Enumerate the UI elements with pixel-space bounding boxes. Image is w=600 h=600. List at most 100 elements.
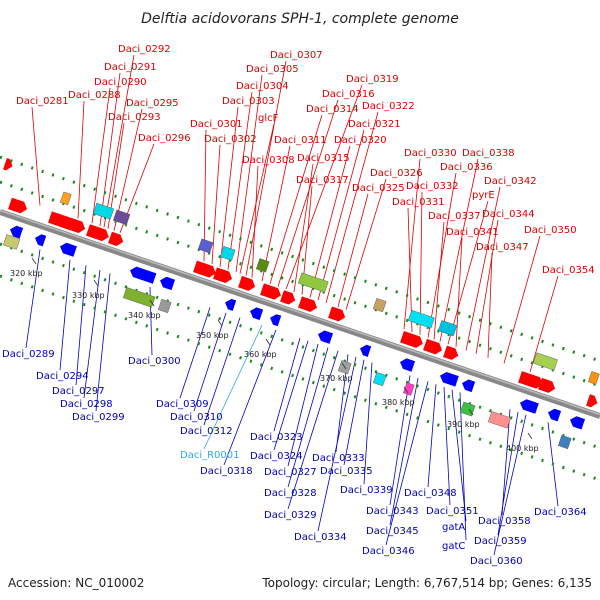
gene-label-daci-0298[interactable]: Daci_0298 <box>60 399 113 410</box>
gene-label-daci-0288[interactable]: Daci_0288 <box>68 90 121 101</box>
gene-label-daci-0315[interactable]: Daci_0315 <box>297 153 350 164</box>
gene-label-daci-0347[interactable]: Daci_0347 <box>476 242 529 253</box>
gene-label-daci-0364[interactable]: Daci_0364 <box>534 507 587 518</box>
gene-label-daci-0326[interactable]: Daci_0326 <box>370 168 423 179</box>
gene-label-daci-0325[interactable]: Daci_0325 <box>352 183 405 194</box>
gene-label-daci-0323[interactable]: Daci_0323 <box>250 432 303 443</box>
gene-label-daci-0358[interactable]: Daci_0358 <box>478 516 531 527</box>
gene-label-daci-0321[interactable]: Daci_0321 <box>348 119 401 130</box>
tick-mark <box>341 362 347 370</box>
forward-gene-16 <box>538 377 556 393</box>
gene-label-glcf[interactable]: glcF <box>258 113 279 124</box>
gene-label-daci-0334[interactable]: Daci_0334 <box>294 532 347 543</box>
gene-label-daci-0307[interactable]: Daci_0307 <box>270 50 323 61</box>
gene-label-daci-0360[interactable]: Daci_0360 <box>470 556 523 567</box>
leader-line <box>443 386 451 506</box>
gene-features <box>2 158 600 450</box>
gene-label-daci-0324[interactable]: Daci_0324 <box>250 451 303 462</box>
leader-line <box>389 375 411 506</box>
gene-label-daci-0314[interactable]: Daci_0314 <box>306 104 359 115</box>
gene-label-daci-0351[interactable]: Daci_0351 <box>426 506 479 517</box>
gene-label-daci-0290[interactable]: Daci_0290 <box>94 77 147 88</box>
gene-label-daci-0320[interactable]: Daci_0320 <box>334 135 387 146</box>
leader-line <box>285 84 363 290</box>
tick-label: 360 kbp <box>244 350 277 359</box>
gene-label-daci-0343[interactable]: Daci_0343 <box>366 506 419 517</box>
gene-label-daci-0291[interactable]: Daci_0291 <box>104 62 157 73</box>
gene-label-daci-0342[interactable]: Daci_0342 <box>484 176 537 187</box>
gene-label-daci-0302[interactable]: Daci_0302 <box>204 134 257 145</box>
reverse-box-21 <box>402 382 415 396</box>
gene-label-daci-0335[interactable]: Daci_0335 <box>320 466 373 477</box>
leader-line <box>223 329 277 466</box>
gene-label-daci-0328[interactable]: Daci_0328 <box>264 488 317 499</box>
gene-label-daci-0311[interactable]: Daci_0311 <box>274 135 327 146</box>
gene-label-daci-0295[interactable]: Daci_0295 <box>126 98 179 109</box>
gene-label-daci-0339[interactable]: Daci_0339 <box>340 485 393 496</box>
gene-label-daci-0346[interactable]: Daci_0346 <box>362 546 415 557</box>
gene-label-daci-0359[interactable]: Daci_0359 <box>474 536 527 547</box>
gene-label-daci-0336[interactable]: Daci_0336 <box>440 162 493 173</box>
leader-line <box>287 344 319 467</box>
forward-gene-8 <box>260 283 281 300</box>
gene-label-daci-0317[interactable]: Daci_0317 <box>296 175 349 186</box>
gene-label-daci-0348[interactable]: Daci_0348 <box>404 488 457 499</box>
leader-line <box>273 340 309 451</box>
backbone-highlight <box>0 209 600 416</box>
tick-mark <box>403 386 409 394</box>
gene-label-daci-0319[interactable]: Daci_0319 <box>346 74 399 85</box>
gene-label-daci-0310[interactable]: Daci_0310 <box>170 412 223 423</box>
gene-label-pyre[interactable]: pyrE <box>472 190 495 201</box>
leader-line <box>287 347 329 488</box>
gene-label-daci-0304[interactable]: Daci_0304 <box>236 81 289 92</box>
gene-label-daci-r0001[interactable]: Daci_R0001 <box>180 450 240 461</box>
gene-label-daci-0341[interactable]: Daci_0341 <box>446 227 499 238</box>
gene-label-daci-0345[interactable]: Daci_0345 <box>366 526 419 537</box>
gene-label-gatc[interactable]: gatC <box>442 541 465 552</box>
leader-line <box>273 337 301 432</box>
gene-label-daci-0332[interactable]: Daci_0332 <box>406 181 459 192</box>
gene-label-gata[interactable]: gatA <box>442 522 465 533</box>
guide-dots-1 <box>0 180 600 388</box>
leader-line <box>389 378 419 526</box>
gene-label-daci-0322[interactable]: Daci_0322 <box>362 101 415 112</box>
gene-label-daci-0301[interactable]: Daci_0301 <box>190 119 243 130</box>
leader-line <box>203 324 263 450</box>
gene-label-daci-0329[interactable]: Daci_0329 <box>264 510 317 521</box>
gene-label-daci-0330[interactable]: Daci_0330 <box>404 148 457 159</box>
gene-label-daci-0350[interactable]: Daci_0350 <box>524 225 577 236</box>
gene-label-daci-0338[interactable]: Daci_0338 <box>462 148 515 159</box>
gene-label-daci-0309[interactable]: Daci_0309 <box>156 399 209 410</box>
tick-label: 390 kbp <box>447 420 480 429</box>
gene-label-daci-0312[interactable]: Daci_0312 <box>180 426 233 437</box>
gene-label-daci-0337[interactable]: Daci_0337 <box>428 211 481 222</box>
tick-label: 370 kbp <box>320 374 353 383</box>
gene-label-daci-0299[interactable]: Daci_0299 <box>72 412 125 423</box>
gene-label-daci-0305[interactable]: Daci_0305 <box>246 64 299 75</box>
gene-label-daci-0333[interactable]: Daci_0333 <box>312 453 365 464</box>
gene-label-daci-0281[interactable]: Daci_0281 <box>16 96 69 107</box>
forward-gene-4 <box>108 231 124 246</box>
gene-label-daci-0293[interactable]: Daci_0293 <box>108 112 161 123</box>
gene-label-daci-0331[interactable]: Daci_0331 <box>392 197 445 208</box>
tick-mark <box>31 257 37 265</box>
gene-label-daci-0308[interactable]: Daci_0308 <box>242 155 295 166</box>
gene-label-daci-0300[interactable]: Daci_0300 <box>128 356 181 367</box>
tick-label: 350 kbp <box>196 331 229 340</box>
leader-line <box>99 72 121 227</box>
gene-label-daci-0294[interactable]: Daci_0294 <box>36 371 89 382</box>
gene-label-daci-0297[interactable]: Daci_0297 <box>52 386 105 397</box>
reverse-box-16 <box>2 234 21 250</box>
gene-label-daci-0327[interactable]: Daci_0327 <box>264 467 317 478</box>
gene-label-daci-0344[interactable]: Daci_0344 <box>482 209 535 220</box>
gene-label-daci-0292[interactable]: Daci_0292 <box>118 44 171 55</box>
gene-label-daci-0354[interactable]: Daci_0354 <box>542 265 595 276</box>
gene-label-daci-0316[interactable]: Daci_0316 <box>322 89 375 100</box>
gene-label-daci-0303[interactable]: Daci_0303 <box>222 96 275 107</box>
gene-label-daci-0318[interactable]: Daci_0318 <box>200 466 253 477</box>
leader-line <box>501 409 511 516</box>
gene-label-daci-0289[interactable]: Daci_0289 <box>2 349 55 360</box>
leader-line <box>427 172 457 338</box>
gene-label-daci-0296[interactable]: Daci_0296 <box>138 133 191 144</box>
forward-gene-11 <box>328 306 346 322</box>
